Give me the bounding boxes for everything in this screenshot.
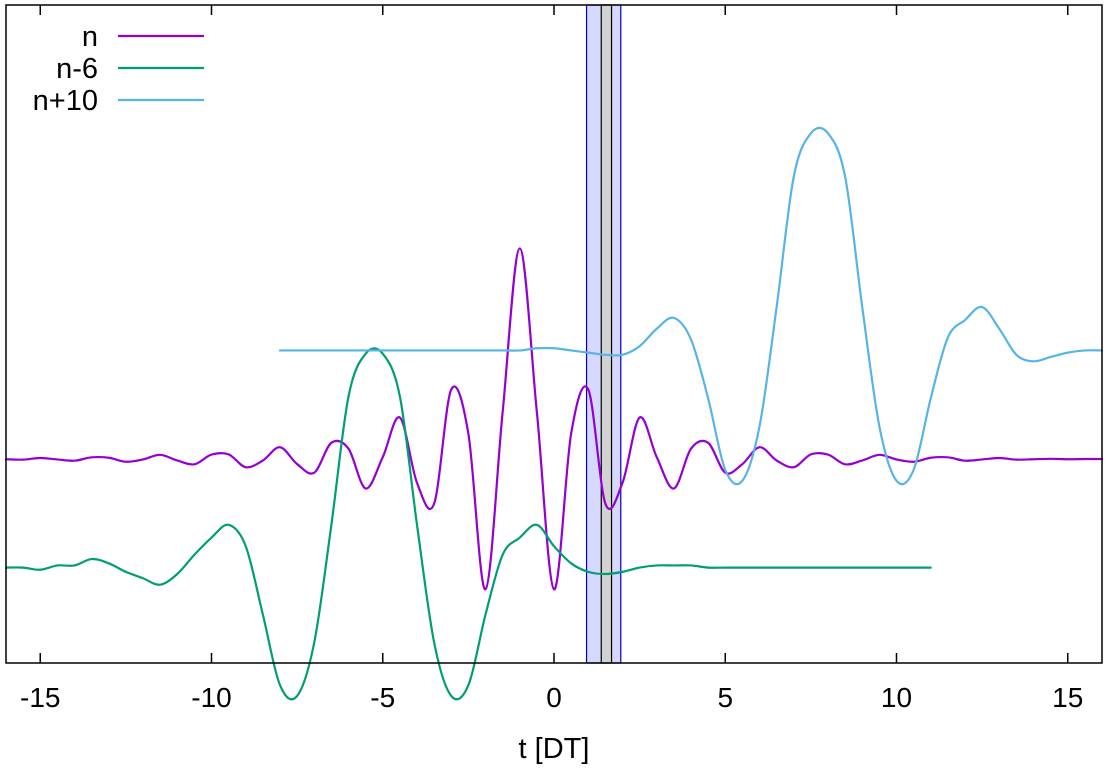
x-axis-title: t [DT] xyxy=(519,733,590,765)
x-tick-label: 0 xyxy=(546,682,562,713)
x-tick-label: -5 xyxy=(370,682,395,713)
plot-frame xyxy=(5,4,1103,664)
x-tick-label: 15 xyxy=(1052,682,1083,713)
x-tick-label: -15 xyxy=(20,682,60,713)
x-tick-label: -10 xyxy=(191,682,231,713)
series-lines xyxy=(4,126,1104,701)
highlight-band-2 xyxy=(600,4,613,664)
series-line-n+10 xyxy=(278,126,1104,486)
x-tick-label: 5 xyxy=(717,682,733,713)
legend: nn-6n+10 xyxy=(33,21,204,117)
x-axis: -15 -10 -5 0 5 10 15 xyxy=(20,5,1083,713)
legend-label-n+10: n+10 xyxy=(33,85,98,117)
legend-label-n: n xyxy=(82,21,98,53)
series-line-n-6 xyxy=(4,347,932,701)
x-tick-label: 10 xyxy=(881,682,912,713)
legend-label-n-6: n-6 xyxy=(56,53,98,85)
highlight-bands xyxy=(585,4,622,664)
series-line-n xyxy=(4,247,1104,591)
